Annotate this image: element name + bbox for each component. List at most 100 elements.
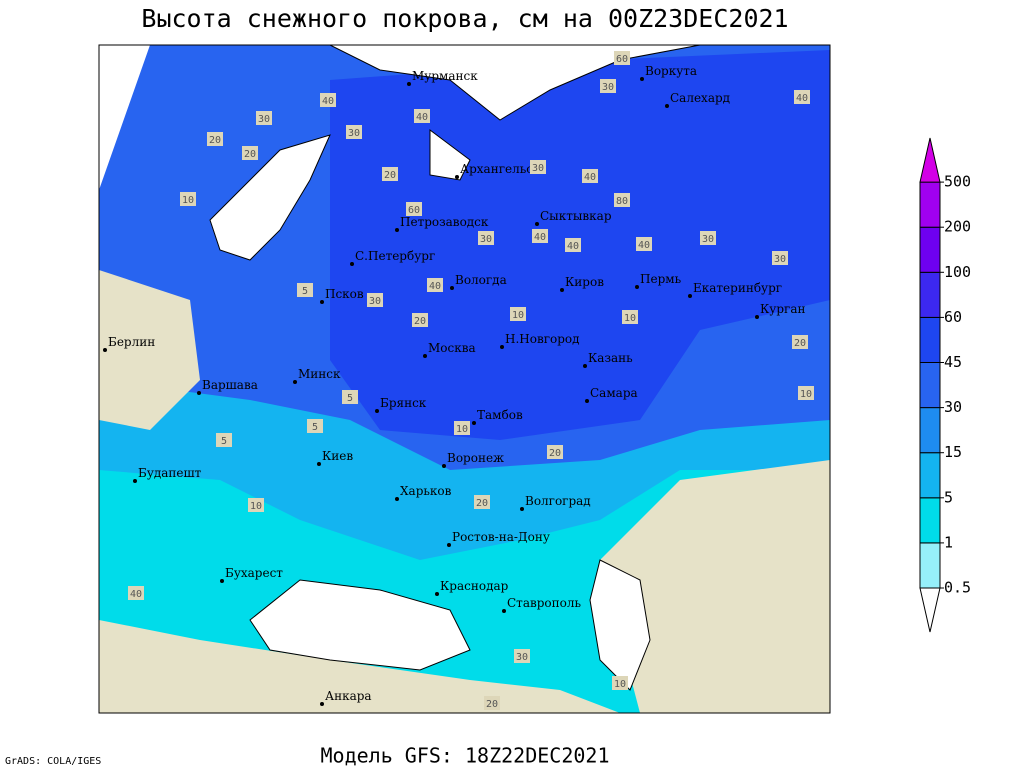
city-label: Ставрополь xyxy=(507,596,581,610)
contour-label-box xyxy=(382,167,398,181)
city-dot xyxy=(395,497,399,501)
contour-label: 20 xyxy=(549,448,561,459)
colorbar-segment xyxy=(919,271,941,318)
city-dot xyxy=(103,348,107,352)
city-label: Минск xyxy=(298,367,341,381)
city-label: Киев xyxy=(322,449,353,463)
contour-label-box xyxy=(794,90,810,104)
colorbar-segment xyxy=(919,407,941,454)
city-dot xyxy=(407,82,411,86)
city-dot xyxy=(500,345,504,349)
city-labels: Мурманск Воркута Салехард Архангельск Сыктыв… xyxy=(103,64,805,706)
contour-label-box xyxy=(180,192,196,206)
colorbar-label: 100 xyxy=(944,263,971,281)
city-dot xyxy=(472,421,476,425)
contour-label: 40 xyxy=(429,281,441,292)
contour-label-box xyxy=(307,419,323,433)
city-dot xyxy=(535,222,539,226)
city-dot xyxy=(320,702,324,706)
city-label: Самара xyxy=(590,386,638,400)
contour-label-box xyxy=(474,495,490,509)
city-dot xyxy=(635,285,639,289)
contour-label-box xyxy=(532,229,548,243)
contour-label-box xyxy=(622,310,638,324)
colorbar-low xyxy=(919,587,941,633)
city-label: Псков xyxy=(325,287,364,301)
colorbar-segment xyxy=(919,226,941,273)
contour-label: 30 xyxy=(348,128,360,139)
contour-labels: 40 60 30 40 30 40 30 20 20 10 40 20 30 60 80 40 30 40 30 40… xyxy=(128,51,814,710)
contour-label-box xyxy=(565,238,581,252)
city-dot xyxy=(585,399,589,403)
city-dot xyxy=(502,609,506,613)
colorbar-label: 0.5 xyxy=(944,579,971,597)
colorbar-segment xyxy=(919,497,941,544)
city-label: Воркута xyxy=(645,64,697,78)
city-dot xyxy=(197,391,201,395)
contour-label: 20 xyxy=(384,170,396,181)
contour-label: 40 xyxy=(322,96,334,107)
contour-label: 20 xyxy=(486,699,498,710)
city-dot xyxy=(583,364,587,368)
title: Высота снежного покрова, см на 00Z23DEC2… xyxy=(141,4,788,33)
city-dot xyxy=(320,300,324,304)
contour-label-box xyxy=(414,109,430,123)
contour-label-box xyxy=(412,313,428,327)
colorbar-label: 45 xyxy=(944,353,962,371)
contour-label: 40 xyxy=(567,241,579,252)
contour-label-box xyxy=(636,237,652,251)
contour-label-box xyxy=(798,386,814,400)
contour-label: 20 xyxy=(209,135,221,146)
city-dot xyxy=(447,543,451,547)
contour-label: 20 xyxy=(794,338,806,349)
contour-label-box xyxy=(454,421,470,435)
city-dot xyxy=(688,294,692,298)
contour-label-box xyxy=(342,390,358,404)
colorbar-segment xyxy=(919,316,941,363)
contour-label-box xyxy=(614,51,630,65)
contour-label-box xyxy=(207,132,223,146)
colorbar-segment xyxy=(919,362,941,409)
city-dot xyxy=(755,315,759,319)
contour-label-box xyxy=(346,125,362,139)
city-label: Киров xyxy=(565,275,604,289)
city-dot xyxy=(293,380,297,384)
city-label: Берлин xyxy=(108,335,155,349)
contour-label: 40 xyxy=(534,232,546,243)
contour-label: 30 xyxy=(480,234,492,245)
contour-label-box xyxy=(248,498,264,512)
colorbar-label: 200 xyxy=(944,218,971,236)
contour-label: 30 xyxy=(532,163,544,174)
city-dot xyxy=(317,462,321,466)
contour-label-box xyxy=(367,293,383,307)
map xyxy=(98,44,831,714)
city-label: Пермь xyxy=(640,272,682,286)
city-dot xyxy=(133,479,137,483)
city-label: Архангельск xyxy=(460,162,541,176)
contour-label: 10 xyxy=(800,389,812,400)
colorbar-segment xyxy=(919,452,941,499)
city-label: Брянск xyxy=(380,396,427,410)
contour-label: 40 xyxy=(638,240,650,251)
city-label: Петрозаводск xyxy=(400,215,489,229)
city-dot xyxy=(665,104,669,108)
contour-label: 40 xyxy=(416,112,428,123)
contour-label: 30 xyxy=(774,254,786,265)
colorbar-segment xyxy=(919,542,941,589)
contour-label-box xyxy=(614,193,630,207)
city-dot xyxy=(350,262,354,266)
contour-label-box xyxy=(612,676,628,690)
city-dot xyxy=(395,228,399,232)
contour-label: 5 xyxy=(312,422,318,433)
contour-label: 30 xyxy=(702,234,714,245)
contour-label-box xyxy=(530,160,546,174)
contour-label: 10 xyxy=(624,313,636,324)
city-dot xyxy=(450,286,454,290)
city-dot xyxy=(375,409,379,413)
colorbar-label: 60 xyxy=(944,308,962,326)
contour-label: 20 xyxy=(244,149,256,160)
contour-label: 10 xyxy=(250,501,262,512)
contour-label: 10 xyxy=(614,679,626,690)
city-label: Тамбов xyxy=(477,408,523,422)
city-label: Москва xyxy=(428,341,476,355)
